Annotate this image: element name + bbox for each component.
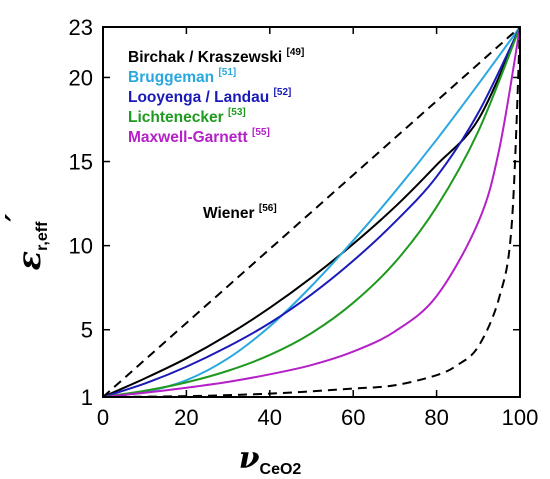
y-tick-label: 5	[81, 318, 93, 343]
legend: Birchak / Kraszewski [49]Bruggeman [51]L…	[128, 47, 304, 146]
annotations: Wiener [56]	[203, 203, 277, 222]
x-tick-label: 100	[502, 405, 539, 430]
x-tick-label: 0	[97, 405, 109, 430]
y-tick-label: 10	[69, 234, 93, 259]
plot-area	[102, 26, 521, 398]
series-line-wiener-6	[102, 26, 521, 398]
x-tick-label: 40	[258, 405, 282, 430]
x-axis-ticks: 0 20 40 60 80 100	[97, 27, 538, 430]
series-line-wiener-5	[102, 26, 521, 398]
x-tick-label: 80	[424, 405, 448, 430]
plot-frame	[102, 26, 521, 398]
legend-entry-maxwell-garnett: Maxwell-Garnett [55]	[128, 127, 270, 146]
wiener-annotation: Wiener [56]	[203, 203, 277, 222]
legend-entry-birchak-kraszewski: Birchak / Kraszewski [49]	[128, 47, 304, 66]
y-tick-label: 23	[69, 15, 93, 40]
legend-entry-bruggeman: Bruggeman [51]	[128, 67, 236, 86]
legend-entry-lichtenecker: Lichtenecker [53]	[128, 107, 246, 126]
x-tick-label: 20	[174, 405, 198, 430]
series-line-maxwell-garnett-4	[102, 26, 521, 398]
series-line-looyenga-landau-2	[102, 26, 521, 398]
series-line-lichtenecker-3	[102, 26, 521, 398]
x-axis-label: νCeO2	[239, 441, 302, 478]
y-tick-label: 20	[69, 65, 93, 90]
y-tick-label: 15	[69, 150, 93, 175]
x-tick-label: 60	[341, 405, 365, 430]
y-axis-label: εr,eff′	[0, 214, 51, 271]
y-tick-label: 1	[81, 385, 93, 410]
legend-entry-looyenga-landau: Looyenga / Landau [52]	[128, 87, 291, 106]
